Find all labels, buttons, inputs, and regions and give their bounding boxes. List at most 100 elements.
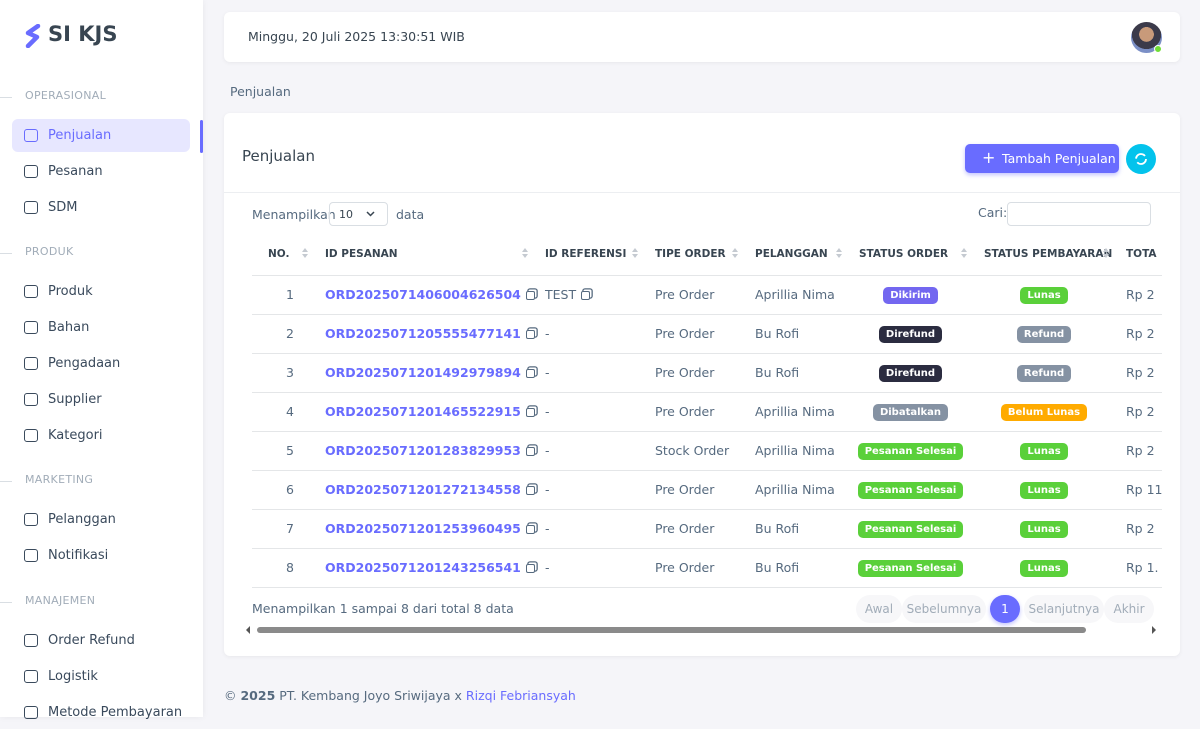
nav-label: Logistik xyxy=(48,669,98,684)
table-row: 8 ORD2025071201243256541 - Pre Order Bu Rofi… xyxy=(252,548,1162,588)
status-badge: Pesanan Selesai xyxy=(857,520,964,538)
page-button[interactable]: Selanjutnya xyxy=(1024,595,1104,623)
page-size-select[interactable]: 10 xyxy=(329,202,388,226)
cell: Pesanan Selesai xyxy=(848,548,973,588)
copy-icon[interactable] xyxy=(525,564,535,573)
column-header[interactable]: TOTA xyxy=(1115,233,1162,276)
column-header[interactable]: STATUS PEMBAYARAN xyxy=(973,233,1115,276)
order-id-link[interactable]: ORD2025071201243256541 xyxy=(325,560,521,575)
cell: Rp 2 xyxy=(1115,314,1162,354)
nav-item[interactable]: SDM xyxy=(12,191,190,224)
nav-item[interactable]: Metode Pembayaran xyxy=(12,696,190,729)
cell-text: Rp 2 xyxy=(1126,443,1155,458)
section-line xyxy=(0,97,12,98)
column-header[interactable]: STATUS ORDER xyxy=(848,233,973,276)
status-badge: Pesanan Selesai xyxy=(857,481,964,499)
cell: Lunas xyxy=(973,509,1115,549)
cell-text: 2 xyxy=(286,326,294,341)
cell-text: Pre Order xyxy=(655,365,715,380)
nav-item[interactable]: Supplier xyxy=(12,383,190,416)
cell: Rp 11 xyxy=(1115,470,1162,510)
cell: ORD2025071406004626504 xyxy=(314,275,535,315)
cell-text: Rp 2 xyxy=(1126,404,1155,419)
cell: Stock Order xyxy=(644,431,744,471)
column-header[interactable]: ID PESANAN xyxy=(314,233,534,276)
cell-text: - xyxy=(545,521,550,536)
order-id-link[interactable]: ORD2025071201272134558 xyxy=(325,482,521,497)
nav-item[interactable]: Order Refund xyxy=(12,624,190,657)
column-header[interactable]: PELANGGAN xyxy=(744,233,848,276)
nav-label: Metode Pembayaran xyxy=(48,705,183,720)
copy-icon[interactable] xyxy=(525,291,535,300)
cell: 5 xyxy=(252,431,314,471)
page-button[interactable]: Sebelumnya xyxy=(902,595,986,623)
cell-text: Pre Order xyxy=(655,287,715,302)
breadcrumb[interactable]: Penjualan xyxy=(230,84,291,99)
sort-icon xyxy=(632,248,638,258)
cell-text: Pre Order xyxy=(655,482,715,497)
copy-icon[interactable] xyxy=(525,486,535,495)
nav-item[interactable]: Produk xyxy=(12,275,190,308)
order-id-link[interactable]: ORD2025071201465522915 xyxy=(325,404,521,419)
cell: 6 xyxy=(252,470,314,510)
nav-item[interactable]: Kategori xyxy=(12,419,190,452)
nav-item[interactable]: Pelanggan xyxy=(12,503,190,536)
copy-icon[interactable] xyxy=(525,330,535,339)
show-suffix: data xyxy=(396,207,425,222)
cell: Rp 2 xyxy=(1115,431,1162,471)
author-link[interactable]: Rizqi Febriansyah xyxy=(465,688,576,703)
order-id-link[interactable]: ORD2025071201283829953 xyxy=(325,443,521,458)
cell-text: Stock Order xyxy=(655,443,730,458)
copy-icon[interactable] xyxy=(525,525,535,534)
nav-item[interactable]: Logistik xyxy=(12,660,190,693)
sort-icon xyxy=(732,248,738,258)
page-button[interactable]: Awal xyxy=(856,595,902,623)
nav-item[interactable]: Pesanan xyxy=(12,155,190,188)
header-row: NO. ID PESANAN ID REFERENSI TIPE ORDER PELAN… xyxy=(252,233,1162,276)
scroll-left[interactable] xyxy=(246,626,250,634)
nav-label: Pelanggan xyxy=(48,512,116,527)
cell: Pre Order xyxy=(644,314,744,354)
cell-text: Bu Rofi xyxy=(755,560,800,575)
sort-icon xyxy=(302,248,308,258)
cell: Bu Rofi xyxy=(744,509,848,549)
add-button[interactable]: + Tambah Penjualan xyxy=(965,144,1119,173)
order-id-link[interactable]: ORD2025071406004626504 xyxy=(325,287,521,302)
nav-icon xyxy=(24,670,38,683)
scroll-thumb[interactable] xyxy=(257,627,1086,633)
nav-icon xyxy=(24,513,38,526)
search-input[interactable] xyxy=(1007,202,1151,226)
column-header[interactable]: ID REFERENSI xyxy=(534,233,644,276)
cell: Pre Order xyxy=(644,353,744,393)
refresh-button[interactable] xyxy=(1126,144,1156,174)
cell-text: Rp 1. xyxy=(1126,560,1159,575)
status-badge: Lunas xyxy=(1020,520,1068,538)
nav-item[interactable]: Pengadaan xyxy=(12,347,190,380)
cell-text: Pre Order xyxy=(655,560,715,575)
cell-text: Aprillia Nima xyxy=(755,443,835,458)
column-label: TIPE ORDER xyxy=(655,247,726,260)
copy-icon[interactable] xyxy=(525,408,535,417)
column-header[interactable]: NO. xyxy=(252,233,314,276)
order-id-link[interactable]: ORD2025071205555477141 xyxy=(325,326,521,341)
order-id-link[interactable]: ORD2025071201492979894 xyxy=(325,365,521,380)
nav-item[interactable]: Notifikasi xyxy=(12,539,190,572)
column-header[interactable]: TIPE ORDER xyxy=(644,233,744,276)
nav-item[interactable]: Bahan xyxy=(12,311,190,344)
copy-icon[interactable] xyxy=(525,447,535,456)
scroll-right[interactable] xyxy=(1152,626,1156,634)
page-button[interactable]: Akhir xyxy=(1104,595,1154,623)
column-label: ID PESANAN xyxy=(325,247,398,260)
copy-icon[interactable] xyxy=(525,369,535,378)
nav-item[interactable]: Penjualan xyxy=(12,119,190,152)
nav-label: Kategori xyxy=(48,428,103,443)
table-row: 1 ORD2025071406004626504 TEST Pre Order Apri… xyxy=(252,275,1162,315)
section-title: PRODUK xyxy=(25,245,74,258)
copy-icon[interactable] xyxy=(581,291,591,300)
cell-text: Aprillia Nima xyxy=(755,287,835,302)
table-row: 4 ORD2025071201465522915 - Pre Order Aprilli… xyxy=(252,392,1162,432)
page-button[interactable]: 1 xyxy=(990,595,1020,623)
cell: Direfund xyxy=(848,353,973,393)
order-id-link[interactable]: ORD2025071201253960495 xyxy=(325,521,521,536)
cell: ORD2025071201283829953 xyxy=(314,431,535,471)
